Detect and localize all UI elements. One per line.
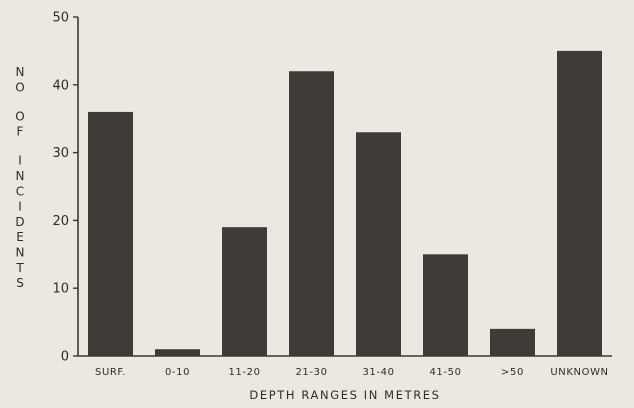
y-tick-label: 0	[61, 350, 69, 365]
y-axis-label-char: D	[15, 215, 24, 229]
bar-21-30	[289, 71, 334, 357]
y-axis-label-char: F	[17, 125, 24, 139]
bar-0-10	[155, 349, 200, 356]
y-axis-label-char: O	[15, 80, 24, 94]
y-tick-label: 10	[52, 282, 69, 297]
y-axis-label-char: N	[16, 246, 25, 260]
y-axis-label-char: E	[16, 230, 24, 244]
x-tick-label: SURF.	[95, 367, 126, 378]
y-tick-label: 30	[52, 146, 69, 161]
axes-layer	[77, 17, 612, 357]
x-tick-labels-layer: SURF. 0-10 11-20 21-30 31-40 41-50 >50 UNKNOWN	[95, 367, 608, 378]
bar-unknown	[557, 50, 602, 357]
bar-surf	[88, 111, 133, 356]
y-axis-label-char: I	[18, 200, 22, 214]
bar-31-40	[356, 132, 401, 356]
y-tick-label: 50	[52, 11, 69, 26]
y-axis-label-char: I	[18, 154, 22, 168]
y-tick-label: 20	[52, 214, 69, 229]
y-ticks-layer: 0 10 20 30 40 50	[52, 11, 78, 365]
bar-50	[490, 328, 535, 356]
x-tick-label: >50	[501, 367, 524, 378]
x-tick-label: 31-40	[362, 367, 394, 378]
y-axis-label-char: N	[16, 65, 25, 79]
x-axis-label: DEPTH RANGES IN METRES	[249, 388, 440, 402]
y-axis-label-char: N	[16, 169, 25, 183]
y-tick-label: 40	[52, 78, 69, 93]
y-axis-label-char: O	[15, 109, 24, 123]
bars-layer	[88, 50, 602, 357]
x-tick-label: 41-50	[429, 367, 461, 378]
x-tick-label: 11-20	[228, 367, 260, 378]
y-axis-label-char: S	[16, 276, 24, 290]
x-tick-label: 0-10	[165, 367, 190, 378]
y-axis-label-char: T	[15, 261, 24, 275]
x-tick-label: 21-30	[295, 367, 327, 378]
y-axis-label-char: C	[16, 184, 24, 198]
bar-11-20	[222, 227, 267, 356]
x-tick-label: UNKNOWN	[550, 367, 608, 378]
bar-41-50	[423, 254, 468, 356]
